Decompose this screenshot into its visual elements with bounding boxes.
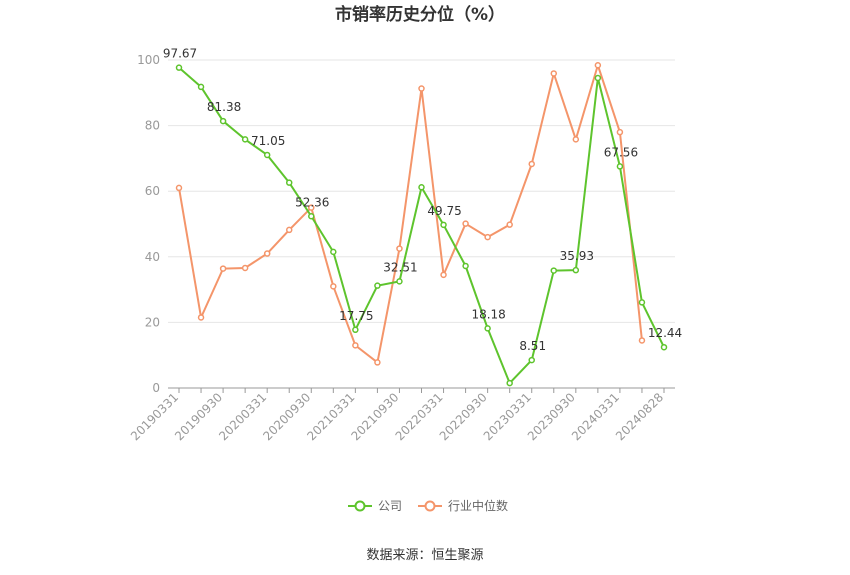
data-label: 18.18 xyxy=(471,307,505,321)
data-point xyxy=(550,267,558,274)
data-label: 71.05 xyxy=(251,134,285,148)
legend: 公司 行业中位数 xyxy=(348,498,508,513)
legend-label: 行业中位数 xyxy=(448,498,508,513)
data-label: 52.36 xyxy=(295,195,329,209)
series-layer xyxy=(175,61,668,387)
data-point xyxy=(528,160,535,168)
legend-label: 公司 xyxy=(378,499,402,513)
data-point xyxy=(572,266,580,274)
data-point xyxy=(330,248,337,256)
data-label: 8.51 xyxy=(519,339,546,353)
data-label: 35.93 xyxy=(560,249,594,263)
data-point xyxy=(197,83,205,91)
data-point xyxy=(219,117,227,125)
data-point xyxy=(418,85,425,92)
data-point xyxy=(352,342,359,349)
data-point xyxy=(638,337,646,344)
y-tick-label: 80 xyxy=(145,119,160,133)
data-point xyxy=(308,204,315,211)
data-point xyxy=(550,70,558,77)
data-point xyxy=(175,64,183,71)
y-tick-label: 100 xyxy=(137,53,160,67)
data-point xyxy=(484,325,491,332)
series-line-1 xyxy=(178,64,643,364)
data-point xyxy=(197,314,205,321)
data-point xyxy=(285,179,293,186)
data-point xyxy=(175,184,183,192)
data-label: 81.38 xyxy=(207,100,241,114)
legend-marker xyxy=(424,500,436,512)
data-point xyxy=(528,356,535,364)
data-point xyxy=(616,163,624,170)
data-label: 12.44 xyxy=(648,326,682,340)
x-tick-label: 20240828 xyxy=(613,390,666,443)
data-point xyxy=(594,74,602,82)
data-point xyxy=(219,265,227,272)
data-point xyxy=(572,136,580,143)
data-label: 49.75 xyxy=(427,204,461,218)
data-point xyxy=(506,379,513,387)
data-point xyxy=(484,233,491,241)
data-point xyxy=(374,359,381,366)
data-point xyxy=(616,128,624,136)
series-line-0 xyxy=(178,66,665,385)
data-point xyxy=(352,326,359,334)
data-point xyxy=(396,245,403,252)
chart-title: 市销率历史分位（%） xyxy=(335,4,505,25)
data-point xyxy=(506,221,513,228)
data-label: 32.51 xyxy=(383,260,417,274)
data-point xyxy=(241,264,249,272)
data-point xyxy=(638,299,646,306)
data-point xyxy=(263,151,271,159)
data-point xyxy=(374,282,381,289)
y-tick-label: 20 xyxy=(145,315,160,329)
data-point xyxy=(308,213,315,220)
data-point xyxy=(418,184,425,191)
data-point xyxy=(660,343,668,351)
legend-marker xyxy=(354,500,366,512)
x-axis: 2019033120190930202003312020093020210331… xyxy=(128,387,675,443)
y-axis: 0 20 40 60 80 100 xyxy=(137,53,160,395)
data-point xyxy=(330,283,337,290)
data-label: 67.56 xyxy=(604,145,638,159)
data-point xyxy=(396,278,403,285)
data-point xyxy=(462,220,469,227)
data-label: 97.67 xyxy=(163,47,197,61)
data-labels: 97.67 81.38 71.05 52.36 17.75 32.51 49.75 18.18… xyxy=(163,47,682,353)
data-point xyxy=(263,250,271,257)
data-point xyxy=(285,226,293,234)
y-tick-label: 60 xyxy=(145,184,160,198)
y-tick-label: 40 xyxy=(145,250,160,264)
data-label: 17.75 xyxy=(339,309,373,323)
data-point xyxy=(594,61,602,69)
data-point xyxy=(241,136,249,143)
data-point xyxy=(440,271,447,279)
data-point xyxy=(440,221,447,229)
data-source: 数据来源：恒生聚源 xyxy=(366,548,483,563)
data-point xyxy=(462,262,469,270)
y-tick-label: 0 xyxy=(152,381,160,395)
